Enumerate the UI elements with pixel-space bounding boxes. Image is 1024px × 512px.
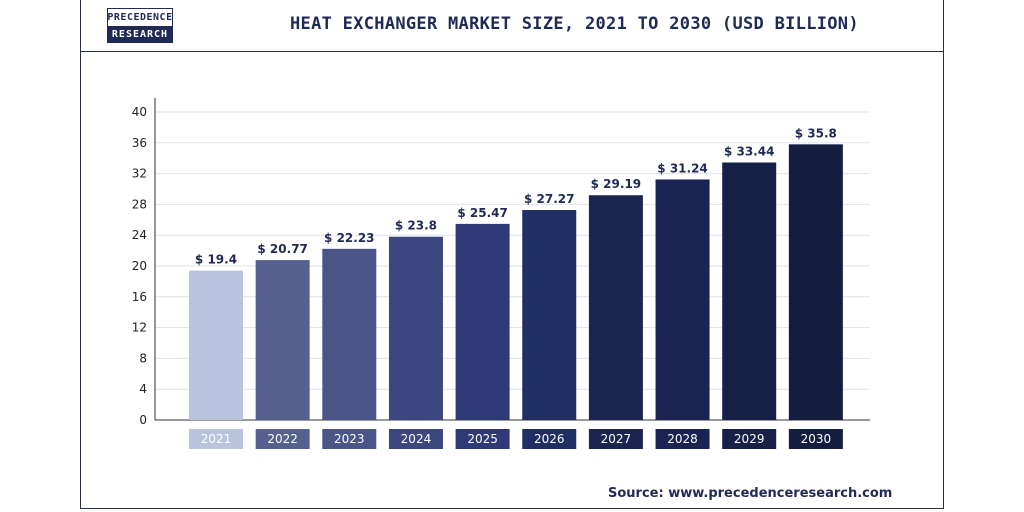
bar-value-label: $ 35.8: [795, 126, 837, 140]
bar: [189, 270, 243, 420]
x-tick-label: 2021: [201, 432, 232, 446]
bar-value-label: $ 23.8: [395, 219, 437, 233]
y-tick-label: 28: [132, 197, 147, 211]
brand-logo: PRECEDENCE RESEARCH: [107, 8, 173, 43]
header-divider: [80, 51, 944, 52]
logo-top-text: PRECEDENCE: [107, 8, 173, 26]
y-tick-label: 32: [132, 167, 147, 181]
x-tick-label: 2026: [534, 432, 565, 446]
bar-value-label: $ 31.24: [657, 161, 707, 175]
y-tick-label: 0: [139, 413, 147, 427]
y-tick-label: 36: [132, 136, 147, 150]
category-tag: [788, 429, 843, 449]
category-tag: [722, 429, 777, 449]
y-tick-label: 4: [139, 382, 147, 396]
x-tick-label: 2022: [267, 432, 298, 446]
x-tick-label: 2025: [467, 432, 498, 446]
bar: [255, 260, 310, 420]
y-tick-label: 16: [132, 290, 147, 304]
category-tag: [455, 429, 510, 449]
bar: [655, 179, 710, 420]
category-tag: [388, 429, 443, 449]
y-tick-label: 12: [132, 321, 147, 335]
x-tick-label: 2024: [401, 432, 432, 446]
y-tick-label: 20: [132, 259, 147, 273]
bar-value-label: $ 27.27: [524, 192, 574, 206]
x-tick-label: 2027: [601, 432, 632, 446]
chart-title: HEAT EXCHANGER MARKET SIZE, 2021 TO 2030…: [290, 14, 859, 34]
bar: [588, 195, 643, 420]
category-tag: [255, 429, 310, 449]
category-tag: [588, 429, 643, 449]
bar-value-label: $ 33.44: [724, 145, 774, 159]
x-tick-label: 2030: [801, 432, 832, 446]
chart-frame: [80, 0, 944, 509]
bar-value-label: $ 20.77: [257, 242, 307, 256]
source-credit: Source: www.precedenceresearch.com: [608, 486, 893, 501]
bar-value-label: $ 22.23: [324, 231, 374, 245]
category-tag: [322, 429, 377, 449]
category-tag: [189, 429, 243, 449]
bar-value-label: $ 25.47: [457, 206, 507, 220]
x-tick-label: 2028: [667, 432, 698, 446]
bar: [788, 144, 843, 420]
bar: [522, 210, 577, 420]
category-tag: [655, 429, 710, 449]
y-tick-label: 8: [139, 351, 147, 365]
category-tag: [522, 429, 577, 449]
bar: [322, 248, 377, 420]
bar: [388, 236, 443, 420]
bar: [722, 162, 777, 420]
y-tick-label: 24: [132, 228, 147, 242]
x-tick-label: 2029: [734, 432, 765, 446]
logo-bottom-text: RESEARCH: [107, 25, 173, 43]
x-tick-label: 2023: [334, 432, 365, 446]
bar-value-label: $ 19.4: [195, 253, 237, 267]
bar-value-label: $ 29.19: [591, 177, 641, 191]
bar: [455, 223, 510, 420]
y-tick-label: 40: [132, 105, 147, 119]
